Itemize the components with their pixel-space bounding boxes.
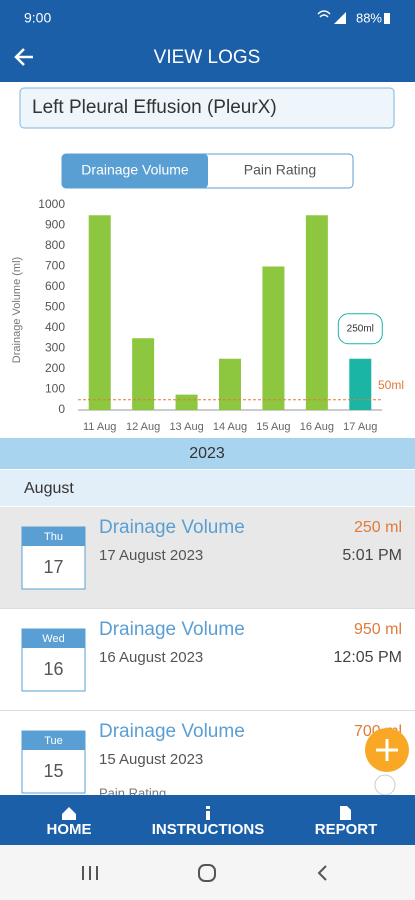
header-bg (0, 0, 415, 82)
y-tick-label: 1000 (38, 197, 65, 211)
bar (262, 266, 285, 410)
year-band (0, 438, 415, 469)
value-callout (337, 313, 383, 345)
calendar-top (22, 629, 85, 648)
bar (175, 394, 198, 410)
x-tick-label: 17 Aug (343, 421, 377, 433)
y-tick-label: 600 (45, 279, 65, 293)
calendar-day: Thu (44, 531, 63, 543)
nav-item[interactable]: INSTRUCTIONS (152, 821, 265, 838)
y-tick-label: 800 (45, 238, 65, 252)
back-button[interactable] (14, 48, 33, 66)
log-amount: 950 ml (354, 621, 402, 638)
x-tick-label: 14 Aug (213, 421, 247, 433)
month-band (0, 470, 415, 506)
log-title: Drainage Volume (99, 517, 245, 538)
selector-text: Left Pleural Effusion (PleurX) (32, 97, 277, 118)
y-tick-label: 400 (45, 320, 65, 334)
x-tick-label: 11 Aug (83, 421, 116, 433)
bar (88, 215, 111, 410)
bar (219, 358, 241, 410)
tab-label: Pain Rating (244, 162, 316, 178)
log-date: 16 August 2023 (99, 649, 203, 666)
log-date: 15 August 2023 (99, 751, 203, 768)
bar (132, 338, 155, 410)
tab-label: Drainage Volume (81, 162, 189, 178)
tab-active[interactable] (62, 154, 208, 188)
bar (349, 358, 372, 410)
info-icon (206, 806, 210, 809)
header-title: VIEW LOGS (154, 47, 261, 68)
status-time: 9:00 (24, 10, 51, 26)
month-label: August (24, 480, 74, 497)
calendar-day: Tue (44, 735, 63, 747)
info-icon (206, 811, 210, 820)
chart: Drainage Volume (ml) 0 100 200 300 400 500 600… (11, 197, 404, 433)
calendar-day: Wed (42, 633, 64, 645)
y-tick-label: 700 (45, 259, 65, 273)
wifi-icon (317, 10, 331, 18)
calendar-date: 16 (43, 659, 63, 679)
home-icon (62, 807, 76, 820)
nav-item[interactable]: HOME (47, 821, 92, 838)
y-tick-label: 900 (45, 218, 65, 232)
y-tick-label: 200 (45, 361, 65, 375)
system-nav (0, 845, 415, 900)
calendar-date: 17 (43, 557, 63, 577)
status-battery: 88% (356, 10, 382, 25)
year-label: 2023 (189, 445, 225, 462)
x-tick-label: 12 Aug (126, 421, 160, 433)
log-amount: 250 ml (354, 519, 402, 536)
add-icon (376, 739, 398, 761)
y-tick-label: 0 (58, 402, 65, 416)
reference-label: 50ml (378, 378, 404, 392)
x-tick-label: 16 Aug (300, 421, 334, 433)
bar (305, 215, 328, 410)
y-tick-label: 300 (45, 341, 65, 355)
battery-icon (384, 13, 390, 24)
calendar-top (22, 731, 85, 750)
y-axis-label: Drainage Volume (ml) (11, 257, 23, 363)
log-title: Drainage Volume (99, 619, 245, 640)
y-tick-label: 100 (45, 382, 65, 396)
selector-box[interactable] (19, 87, 395, 129)
log-date: 17 August 2023 (99, 547, 203, 564)
report-icon (340, 806, 351, 820)
back-nav-button[interactable] (317, 865, 327, 881)
calendar-top (22, 527, 85, 546)
log-title: Drainage Volume (99, 721, 245, 742)
x-tick-label: 15 Aug (256, 421, 290, 433)
calendar-date: 15 (43, 761, 63, 781)
signal-icon (334, 12, 346, 24)
value-label: 250ml (347, 323, 374, 334)
y-tick-label: 500 (45, 300, 65, 314)
log-time: 5:01 PM (342, 547, 402, 564)
home-button[interactable] (198, 864, 216, 882)
x-tick-label: 13 Aug (169, 421, 203, 433)
log-list: Thu 17 Drainage Volume 17 August 2023 250 ml… (0, 507, 415, 800)
nav-item[interactable]: REPORT (315, 821, 378, 838)
recents-button[interactable] (82, 866, 98, 880)
log-time: 12:05 PM (334, 649, 402, 666)
emoji-icon (374, 774, 396, 796)
